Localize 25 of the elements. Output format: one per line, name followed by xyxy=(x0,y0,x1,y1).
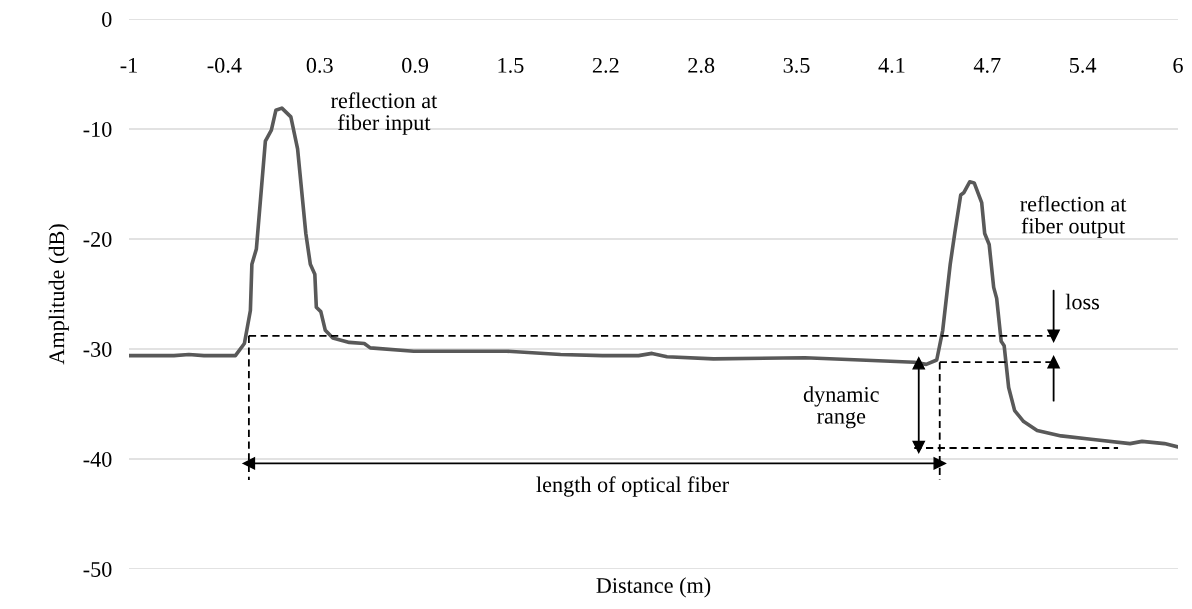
x-tick-label: 2.8 xyxy=(688,57,715,73)
x-tick-label: 2.2 xyxy=(592,57,619,73)
y-tick-label: -40 xyxy=(83,451,112,467)
y-tick-label: -20 xyxy=(83,231,112,247)
y-tick-label: 0 xyxy=(102,11,112,27)
x-tick-label: 0.3 xyxy=(306,57,333,73)
annotation: reflection at fiber output xyxy=(1020,195,1127,239)
y-tick-label: -10 xyxy=(83,121,112,137)
annotation: reflection at fiber input xyxy=(330,92,438,135)
x-tick-label: 6 xyxy=(1173,57,1183,73)
x-axis-title: Distance (m) xyxy=(596,577,711,598)
annotation: length of optical fiber xyxy=(536,476,729,497)
annotation: dynamic range xyxy=(803,386,879,429)
x-tick-label: 3.5 xyxy=(783,57,810,73)
x-tick-label: 0.9 xyxy=(402,57,429,73)
y-tick-label: -50 xyxy=(83,561,112,577)
x-tick-label: 4.1 xyxy=(878,57,905,73)
x-tick-label: 1.5 xyxy=(498,57,524,73)
y-tick-label: -30 xyxy=(83,341,112,357)
y-axis-title: Amplitude (dB) xyxy=(48,224,69,365)
x-tick-label: 4.7 xyxy=(973,57,1001,73)
x-tick-label: -0.4 xyxy=(207,57,242,73)
x-tick-label: -1 xyxy=(120,57,137,73)
annotation: loss xyxy=(1065,293,1100,310)
x-tick-label: 5.4 xyxy=(1070,57,1097,73)
